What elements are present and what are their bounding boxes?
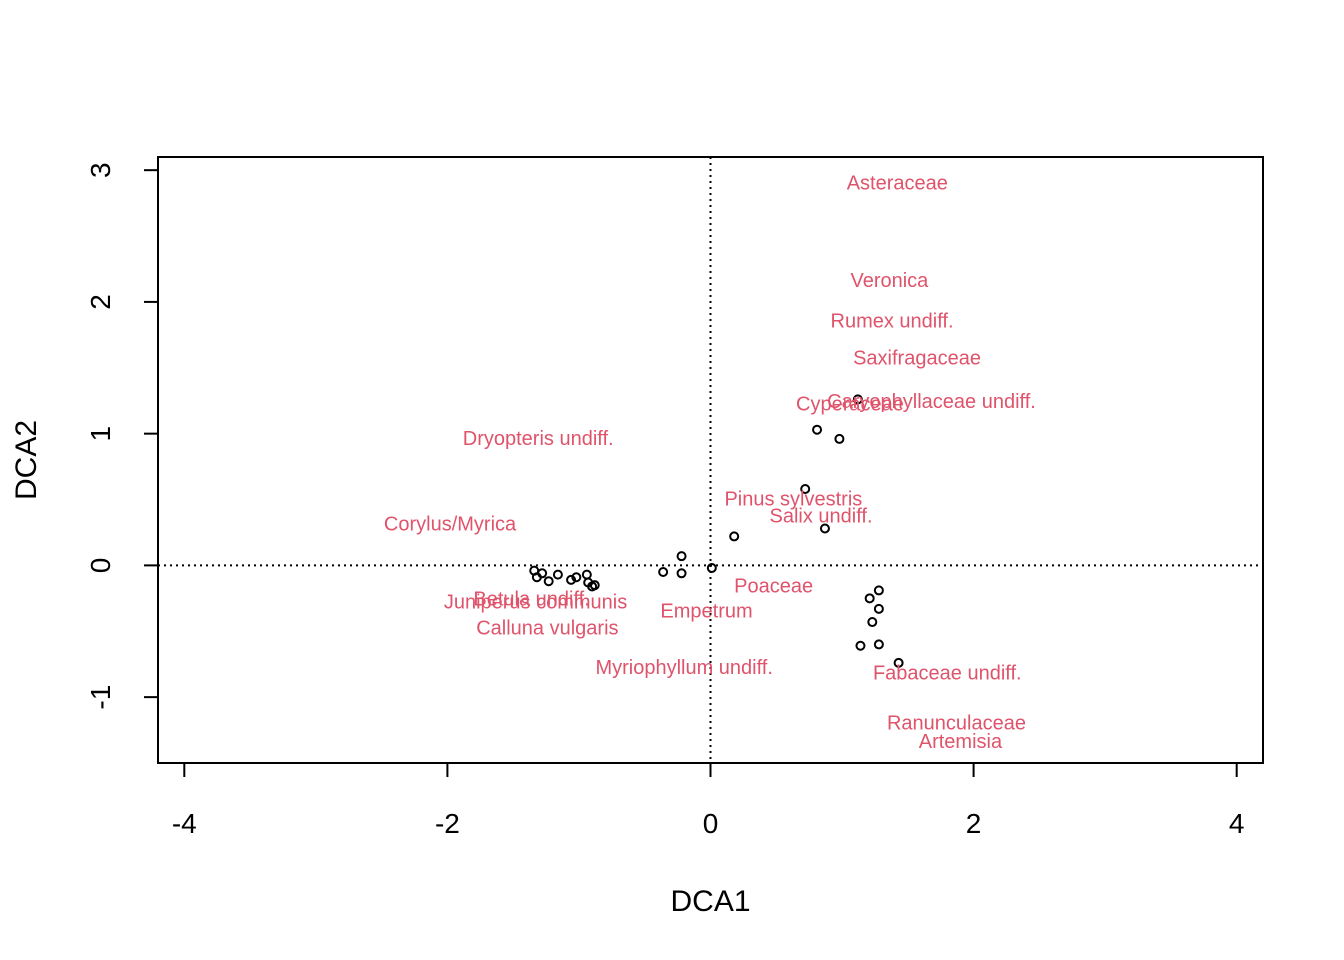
species-label: Salix undiff. xyxy=(769,506,872,528)
x-tick-label: -4 xyxy=(172,808,197,839)
species-label: Ranunculaceae xyxy=(887,712,1026,734)
y-tick-label: 2 xyxy=(85,294,116,310)
species-label: Poaceae xyxy=(734,575,813,597)
site-point xyxy=(873,603,884,614)
site-point xyxy=(812,424,823,435)
site-point xyxy=(537,568,548,579)
species-label: Asteraceae xyxy=(847,172,948,194)
site-point xyxy=(658,566,669,577)
species-label: Caryophyllaceae undiff. xyxy=(827,391,1036,413)
site-point xyxy=(873,585,884,596)
y-tick-label: 1 xyxy=(85,426,116,442)
species-label: Artemisia xyxy=(919,731,1003,753)
site-point xyxy=(867,617,878,628)
y-tick-label: 3 xyxy=(85,162,116,178)
site-point xyxy=(852,394,863,405)
species-label: Pinus sylvestris xyxy=(724,489,862,511)
species-label: Calluna vulgaris xyxy=(476,618,618,640)
site-point xyxy=(552,569,563,580)
reference-lines xyxy=(158,157,1263,763)
species-label: Cyperaceae xyxy=(796,394,904,416)
species-label: Betula undiff. xyxy=(473,589,589,611)
species-label: Fabaceae undiff. xyxy=(873,662,1022,684)
site-point xyxy=(864,593,875,604)
x-tick-label: 4 xyxy=(1229,808,1245,839)
site-point xyxy=(589,580,600,591)
y-tick-label: 0 xyxy=(85,558,116,574)
species-labels: Asteraceae Veronica Rumex undiff. Saxifraga… xyxy=(384,172,1036,753)
species-label: Saxifragaceae xyxy=(853,348,981,370)
site-point xyxy=(819,523,830,534)
site-point xyxy=(893,657,904,668)
species-label: Rumex undiff. xyxy=(831,311,954,333)
species-label: Empetrum xyxy=(660,601,752,623)
species-label: Corylus/Myrica xyxy=(384,514,517,536)
species-label: Myriophyllum undiff. xyxy=(595,657,772,679)
species-label: Dryopteris undiff. xyxy=(463,428,614,450)
x-axis-label: DCA1 xyxy=(670,885,750,918)
species-label: Juniperus communis xyxy=(444,591,627,613)
x-tick-label: 2 xyxy=(966,808,982,839)
site-point xyxy=(543,576,554,587)
x-axis: -4 -2 0 2 4 xyxy=(172,762,1245,839)
x-tick-label: 0 xyxy=(703,808,719,839)
site-point xyxy=(676,551,687,562)
y-axis-label: DCA2 xyxy=(10,420,43,500)
site-point xyxy=(873,639,884,650)
site-point xyxy=(706,563,717,574)
site-point xyxy=(729,531,740,542)
site-points xyxy=(529,394,904,668)
site-point xyxy=(800,483,811,494)
site-point xyxy=(571,572,582,583)
site-point xyxy=(676,568,687,579)
site-point xyxy=(581,569,592,580)
x-tick-label: -2 xyxy=(435,808,460,839)
site-point xyxy=(855,640,866,651)
site-point xyxy=(834,433,845,444)
y-tick-label: -1 xyxy=(85,685,116,710)
y-axis: -1 0 1 2 3 xyxy=(85,162,159,710)
site-point xyxy=(566,574,577,585)
species-label: Veronica xyxy=(850,270,929,292)
